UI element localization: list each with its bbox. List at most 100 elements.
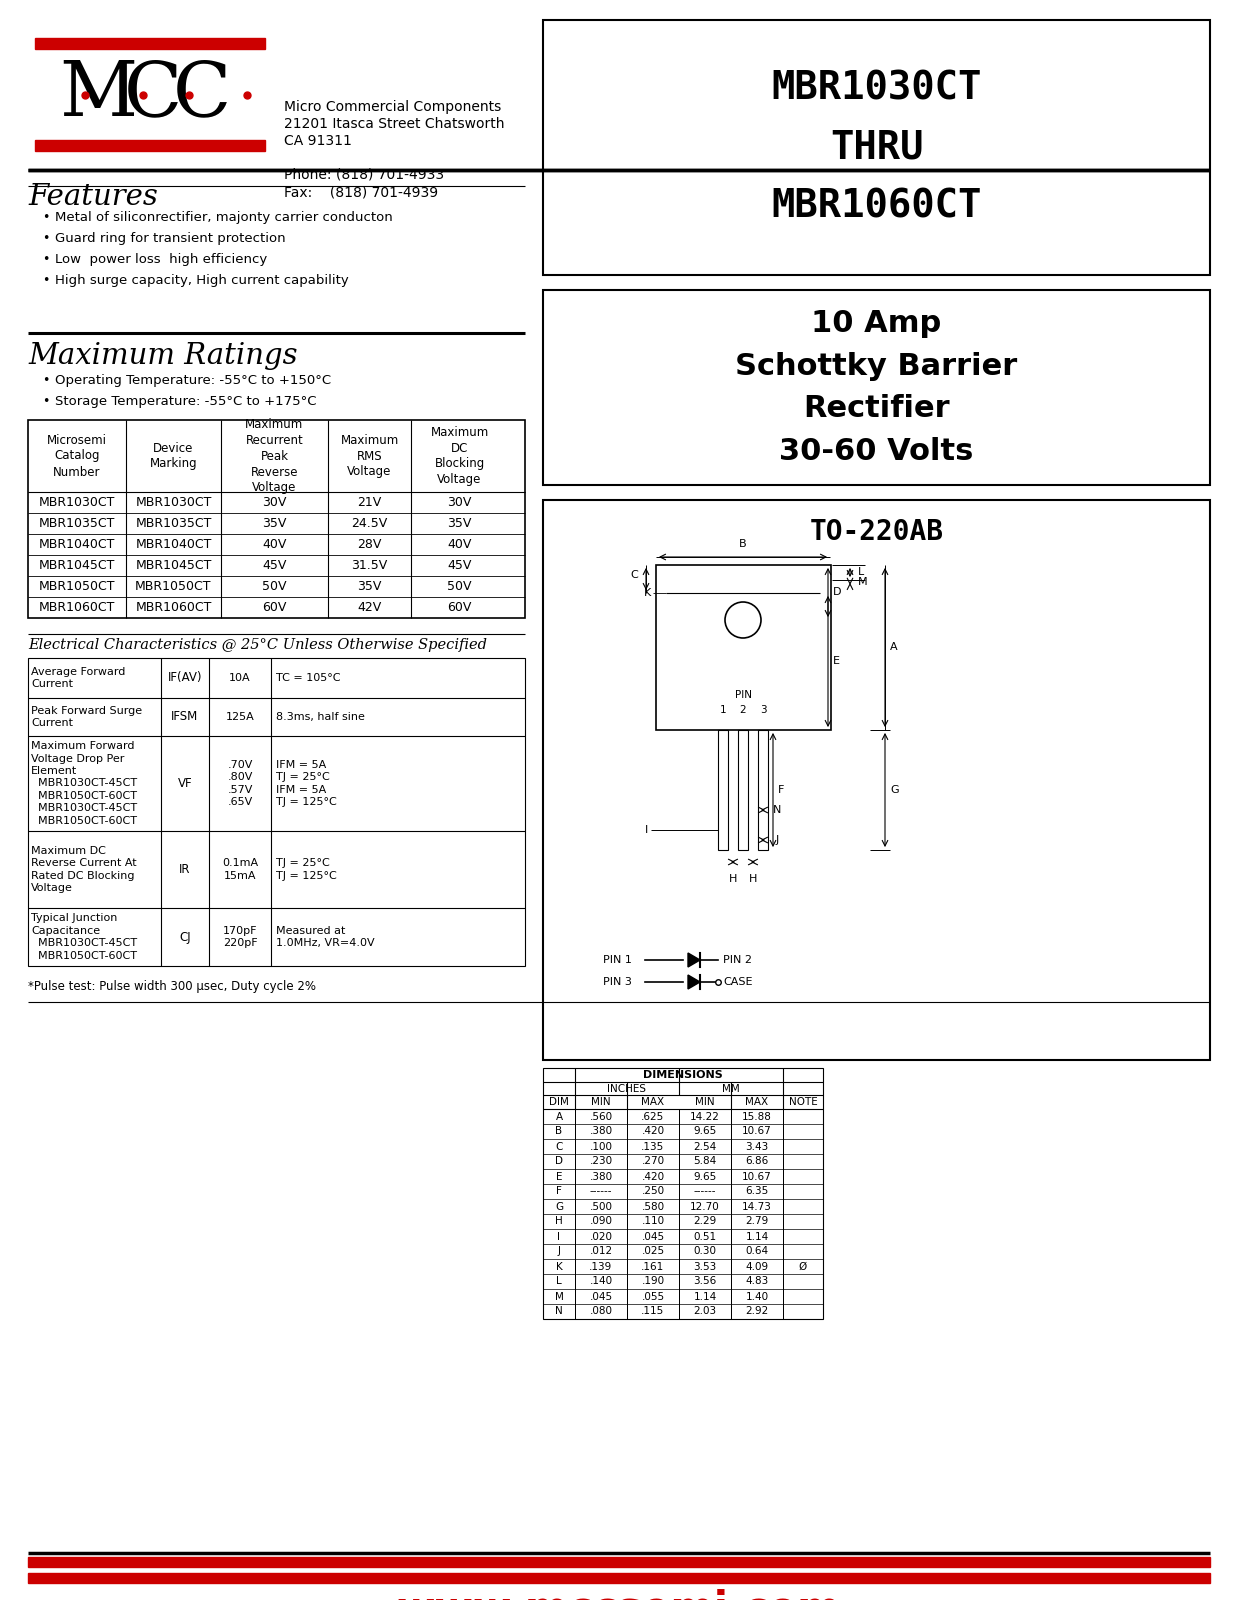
Text: 28V: 28V <box>357 538 382 550</box>
Bar <box>738 730 748 850</box>
Bar <box>35 38 265 50</box>
Text: MBR1045CT: MBR1045CT <box>38 558 115 573</box>
Text: .100: .100 <box>590 1141 612 1152</box>
Text: MIN: MIN <box>591 1098 611 1107</box>
Text: C: C <box>630 570 638 579</box>
Text: K: K <box>555 1261 563 1272</box>
Text: 30V: 30V <box>262 496 287 509</box>
Text: 8.3ms, half sine: 8.3ms, half sine <box>276 712 365 722</box>
Text: 2.03: 2.03 <box>694 1307 716 1317</box>
Bar <box>543 499 1210 1059</box>
Text: TC = 105°C: TC = 105°C <box>276 674 340 683</box>
Text: 35V: 35V <box>448 517 471 530</box>
Text: MBR1030CT: MBR1030CT <box>135 496 212 509</box>
Text: 5.84: 5.84 <box>694 1157 716 1166</box>
Text: 60V: 60V <box>448 602 471 614</box>
Text: PIN 1: PIN 1 <box>602 955 632 965</box>
Text: IF(AV): IF(AV) <box>168 672 203 685</box>
Text: C: C <box>173 58 231 133</box>
Text: ------: ------ <box>590 1187 612 1197</box>
Text: H: H <box>729 874 737 883</box>
Text: Metal of siliconrectifier, majonty carrier conducton: Metal of siliconrectifier, majonty carri… <box>54 211 393 224</box>
Text: 0.30: 0.30 <box>694 1246 716 1256</box>
Text: J: J <box>776 835 779 845</box>
Text: PIN 3: PIN 3 <box>602 978 632 987</box>
Text: 10.67: 10.67 <box>742 1171 772 1181</box>
Text: Low  power loss  high efficiency: Low power loss high efficiency <box>54 253 267 266</box>
Text: Maximum
Recurrent
Peak
Reverse
Voltage: Maximum Recurrent Peak Reverse Voltage <box>245 418 303 494</box>
Text: Maximum Ratings: Maximum Ratings <box>28 342 298 370</box>
Text: 42V: 42V <box>357 602 382 614</box>
Text: .090: .090 <box>590 1216 612 1227</box>
Text: 2.79: 2.79 <box>746 1216 768 1227</box>
Text: .025: .025 <box>642 1246 664 1256</box>
Text: Storage Temperature: -55°C to +175°C: Storage Temperature: -55°C to +175°C <box>54 395 317 408</box>
Text: TJ = 25°C
TJ = 125°C: TJ = 25°C TJ = 125°C <box>276 858 336 880</box>
Text: ------: ------ <box>694 1187 716 1197</box>
Text: MBR1035CT: MBR1035CT <box>135 517 212 530</box>
Text: 2: 2 <box>740 706 746 715</box>
Text: Phone: (818) 701-4933: Phone: (818) 701-4933 <box>285 168 444 182</box>
Text: 0.51: 0.51 <box>694 1232 716 1242</box>
Text: .420: .420 <box>642 1126 664 1136</box>
Text: G: G <box>555 1202 563 1211</box>
Text: 35V: 35V <box>262 517 287 530</box>
Text: L: L <box>858 566 865 578</box>
Text: INCHES: INCHES <box>607 1083 647 1093</box>
Bar <box>28 658 524 966</box>
Text: H: H <box>748 874 757 883</box>
Text: 14.22: 14.22 <box>690 1112 720 1122</box>
Text: Device
Marking: Device Marking <box>150 442 198 470</box>
Text: B: B <box>555 1126 563 1136</box>
Text: 45V: 45V <box>262 558 287 573</box>
Text: N: N <box>773 805 782 814</box>
Text: Micro Commercial Components: Micro Commercial Components <box>285 99 501 114</box>
Text: Microsemi
Catalog
Number: Microsemi Catalog Number <box>47 434 106 478</box>
Text: .560: .560 <box>590 1112 612 1122</box>
Text: 0.64: 0.64 <box>746 1246 768 1256</box>
Text: IR: IR <box>179 862 190 877</box>
Polygon shape <box>688 954 700 966</box>
Bar <box>717 730 729 850</box>
Text: MBR1030CT: MBR1030CT <box>38 496 115 509</box>
Text: 1.14: 1.14 <box>746 1232 768 1242</box>
Text: .110: .110 <box>642 1216 664 1227</box>
Text: .380: .380 <box>590 1126 612 1136</box>
Text: 2.29: 2.29 <box>694 1216 716 1227</box>
Text: Ø: Ø <box>799 1261 807 1272</box>
Text: MBR1060CT: MBR1060CT <box>38 602 115 614</box>
Text: 50V: 50V <box>448 579 471 594</box>
Text: 125A: 125A <box>225 712 255 722</box>
Text: Features: Features <box>28 182 158 211</box>
Text: 10A: 10A <box>229 674 251 683</box>
Text: NOTE: NOTE <box>789 1098 818 1107</box>
Text: Maximum Forward
Voltage Drop Per
Element
  MBR1030CT-45CT
  MBR1050CT-60CT
  MBR: Maximum Forward Voltage Drop Per Element… <box>31 741 137 826</box>
Text: 6.86: 6.86 <box>746 1157 768 1166</box>
Text: .420: .420 <box>642 1171 664 1181</box>
Text: .625: .625 <box>641 1112 664 1122</box>
Text: MBR1035CT: MBR1035CT <box>38 517 115 530</box>
Text: 21201 Itasca Street Chatsworth: 21201 Itasca Street Chatsworth <box>285 117 505 131</box>
Text: www.mccsemi.com: www.mccsemi.com <box>396 1587 841 1600</box>
Text: MIN: MIN <box>695 1098 715 1107</box>
Text: .270: .270 <box>642 1157 664 1166</box>
Text: Average Forward
Current: Average Forward Current <box>31 667 125 690</box>
Bar <box>28 1557 1210 1566</box>
Text: .139: .139 <box>589 1261 612 1272</box>
Text: IFSM: IFSM <box>172 710 199 723</box>
Bar <box>28 419 524 618</box>
Text: D: D <box>555 1157 563 1166</box>
Text: .115: .115 <box>641 1307 664 1317</box>
Text: IFM = 5A
TJ = 25°C
IFM = 5A
TJ = 125°C: IFM = 5A TJ = 25°C IFM = 5A TJ = 125°C <box>276 760 336 806</box>
Text: 2.54: 2.54 <box>694 1141 716 1152</box>
Text: MBR1030CT
THRU
MBR1060CT: MBR1030CT THRU MBR1060CT <box>772 69 982 226</box>
Text: .161: .161 <box>641 1261 664 1272</box>
Text: MBR1060CT: MBR1060CT <box>135 602 212 614</box>
Text: A: A <box>555 1112 563 1122</box>
Text: MAX: MAX <box>642 1098 664 1107</box>
Text: 1: 1 <box>720 706 726 715</box>
Text: 10.67: 10.67 <box>742 1126 772 1136</box>
Text: 9.65: 9.65 <box>694 1126 716 1136</box>
Text: .045: .045 <box>642 1232 664 1242</box>
Text: MBR1050CT: MBR1050CT <box>38 579 115 594</box>
